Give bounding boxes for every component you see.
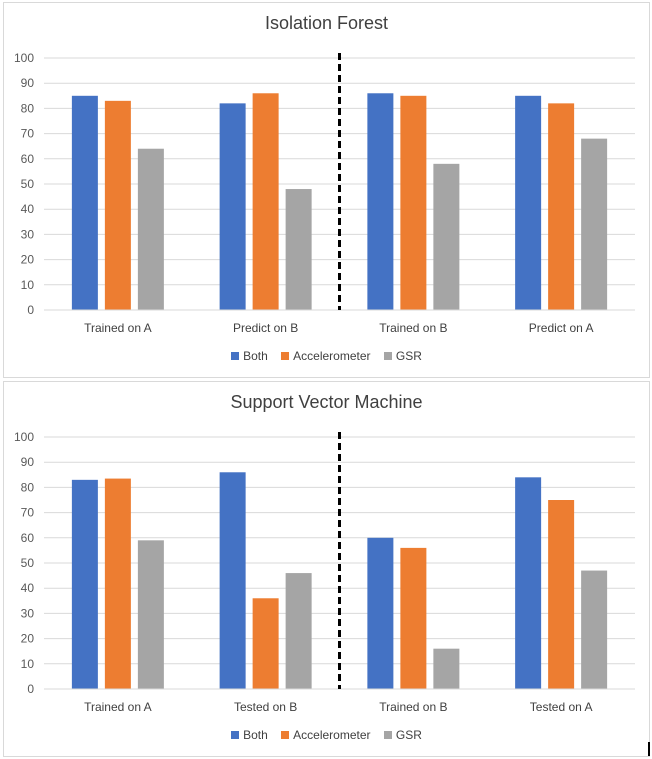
legend-item-gsr: GSR [383,349,422,363]
x-tick-label: Tested on A [530,700,593,714]
y-tick-label: 70 [21,506,35,520]
y-tick-label: 10 [21,278,35,292]
legend-item-accelerometer: Accelerometer [281,728,371,742]
y-tick-label: 20 [21,253,35,267]
y-tick-label: 0 [27,682,34,696]
y-tick-label: 90 [21,76,35,90]
bar-both [219,103,246,310]
bar-accelerometer [400,547,427,689]
legend-label: Accelerometer [293,349,371,363]
bar-both [367,93,394,310]
bar-accelerometer [252,93,279,310]
y-tick-label: 100 [14,430,34,444]
chart-title: Isolation Forest [264,13,389,33]
bar-accelerometer [548,103,575,310]
bar-both [515,477,542,689]
legend: Both Accelerometer GSR [4,349,649,363]
legend-swatch-gsr [383,352,392,360]
legend-swatch-accelerometer [281,731,290,739]
bar-gsr [433,163,460,310]
legend-item-both: Both [231,349,268,363]
y-tick-label: 90 [21,455,35,469]
bar-both [71,479,98,689]
bar-accelerometer [400,95,427,310]
legend-swatch-accelerometer [281,352,290,360]
bar-accelerometer [104,100,131,310]
y-tick-label: 50 [21,556,35,570]
y-tick-label: 80 [21,480,35,494]
y-tick-label: 80 [21,101,35,115]
y-tick-label: 60 [21,152,35,166]
legend-item-accelerometer: Accelerometer [281,349,371,363]
y-tick-label: 10 [21,657,35,671]
y-tick-label: 0 [27,303,34,317]
bar-accelerometer [548,500,575,689]
bar-accelerometer [104,478,131,689]
legend-swatch-both [231,352,240,360]
plot-area: 0 10 20 30 40 50 60 70 80 90 100 Trained on A Predic… [14,51,635,335]
y-tick-label: 20 [21,632,35,646]
legend-label: Both [243,349,268,363]
y-tick-label: 100 [14,51,34,65]
chart-title: Support Vector Machine [230,392,423,412]
bar-gsr [581,570,608,689]
y-tick-label: 30 [21,606,35,620]
y-tick-label: 50 [21,177,35,191]
x-tick-label: Trained on B [379,321,447,335]
bar-gsr [285,573,312,689]
chart-panel-isolation-forest: Isolation Forest 0 10 20 30 40 50 60 70 80 90 100 T… [3,2,650,378]
legend-item-gsr: GSR [383,728,422,742]
legend-label: Accelerometer [293,728,371,742]
x-tick-label: Tested on B [234,700,297,714]
bar-both [515,95,542,310]
bar-both [219,472,246,689]
bar-both [71,95,98,310]
x-tick-label: Predict on A [529,321,594,335]
legend: Both Accelerometer GSR [4,728,649,742]
y-tick-label: 70 [21,127,35,141]
y-tick-label: 60 [21,531,35,545]
legend-swatch-gsr [383,731,392,739]
plot-area: 0 10 20 30 40 50 60 70 80 90 100 Trained on A Tested… [14,430,635,714]
legend-item-both: Both [231,728,268,742]
y-tick-label: 40 [21,202,35,216]
legend-swatch-both [231,731,240,739]
x-tick-label: Trained on B [379,700,447,714]
x-tick-label: Trained on A [84,321,152,335]
chart-panel-support-vector-machine: Support Vector Machine 0 10 20 30 40 50 60 70 80… [3,381,650,757]
bar-gsr [581,138,608,310]
bar-both [367,537,394,689]
bar-gsr [137,540,164,689]
legend-label: GSR [395,349,422,363]
bar-gsr [285,189,312,310]
y-tick-label: 40 [21,581,35,595]
legend-label: Both [243,728,268,742]
legend-label: GSR [395,728,422,742]
x-tick-label: Predict on B [233,321,298,335]
bar-gsr [137,148,164,310]
x-tick-label: Trained on A [84,700,152,714]
edge-mark [648,742,650,756]
bar-gsr [433,648,460,689]
bar-accelerometer [252,598,279,689]
y-tick-label: 30 [21,227,35,241]
